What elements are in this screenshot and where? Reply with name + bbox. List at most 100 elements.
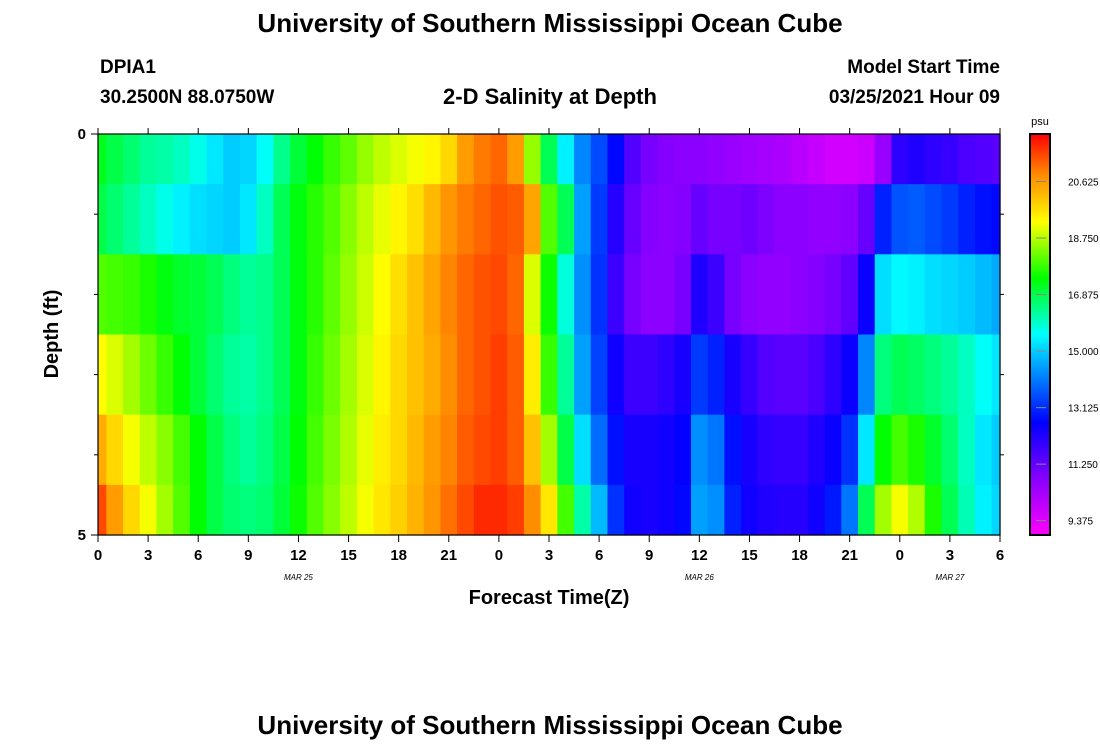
heatmap-cell [373, 484, 391, 536]
heatmap-cell [991, 414, 1001, 486]
heatmap-cell [507, 484, 525, 536]
heatmap-cell [440, 184, 458, 255]
heatmap-cell [757, 484, 776, 536]
heatmap-cell [323, 134, 341, 185]
heatmap-cell [306, 414, 325, 486]
heatmap-cell [807, 184, 826, 255]
x-tick-label: 15 [340, 547, 357, 564]
heatmap-cell [941, 134, 959, 185]
heatmap-cell [490, 334, 508, 416]
heatmap-cell [290, 414, 308, 486]
heatmap-cell [557, 184, 575, 255]
heatmap-cell [540, 254, 558, 336]
heatmap-cell [340, 334, 358, 416]
colorbar-tick-label: 15.000 [1068, 347, 1099, 358]
heatmap-cell [574, 134, 592, 185]
station-id: DPIA1 [100, 57, 156, 78]
heatmap-cell [974, 414, 993, 486]
heatmap-cell [490, 254, 508, 336]
heatmap-cell [807, 334, 826, 416]
heatmap-cell [273, 254, 291, 336]
heatmap-cell [908, 414, 926, 486]
heatmap-cell [707, 334, 725, 416]
heatmap-cell [674, 254, 692, 336]
heatmap-cell [423, 254, 442, 336]
heatmap-cell [256, 254, 274, 336]
heatmap-cell [724, 254, 742, 336]
heatmap-cell [557, 134, 575, 185]
heatmap-cell [373, 414, 391, 486]
heatmap-cell [239, 254, 258, 336]
heatmap-cell [156, 134, 174, 185]
chart-title-top: University of Southern Mississippi Ocean… [257, 8, 843, 38]
heatmap-cell [624, 334, 642, 416]
heatmap-cell [490, 134, 508, 185]
heatmap-cell [791, 334, 809, 416]
heatmap-cell [991, 334, 1001, 416]
heatmap-cell [807, 414, 826, 486]
heatmap-cell [189, 414, 208, 486]
x-axis-label: Forecast Time(Z) [469, 587, 630, 609]
heatmap-cell [507, 414, 525, 486]
heatmap-cell [98, 134, 107, 185]
heatmap-cell [156, 414, 174, 486]
colorbar: psu 20.625 18.750 16.875 15.000 13.125 11.250… [1029, 116, 1099, 536]
heatmap-cell [98, 254, 107, 336]
heatmap-cell [707, 414, 725, 486]
heatmap-cell [874, 484, 893, 536]
heatmap-cell [540, 484, 558, 536]
heatmap-cell [407, 414, 425, 486]
heatmap-cell [640, 484, 659, 536]
heatmap-cell [98, 184, 107, 255]
heatmap-cell [490, 184, 508, 255]
heatmap-cell [941, 484, 959, 536]
heatmap-cell [373, 334, 391, 416]
x-tick-label: 12 [290, 547, 307, 564]
heatmap-cell [757, 254, 776, 336]
heatmap-cell [507, 134, 525, 185]
heatmap-cell [473, 484, 492, 536]
heatmap-cell [239, 184, 258, 255]
heatmap-cell [306, 184, 325, 255]
heatmap-cell [490, 414, 508, 486]
x-tick-label: 0 [495, 547, 503, 564]
heatmap-cell [741, 254, 759, 336]
heatmap-cell [139, 134, 158, 185]
heatmap-cell [290, 484, 308, 536]
colorbar-unit: psu [1031, 116, 1049, 128]
heatmap-cell [791, 484, 809, 536]
heatmap-cell [273, 184, 291, 255]
heatmap-cell [540, 134, 558, 185]
colorbar-tick-label: 11.250 [1068, 460, 1098, 471]
x-tick-label: 18 [791, 547, 808, 564]
heatmap-cell [356, 254, 375, 336]
heatmap-cell [824, 134, 842, 185]
heatmap-cell [507, 254, 525, 336]
heatmap-cell [273, 134, 291, 185]
x-tick-label: 18 [390, 547, 407, 564]
heatmap-cell [423, 184, 442, 255]
x-tick-label: 6 [595, 547, 603, 564]
heatmap-cell [724, 134, 742, 185]
heatmap-cell [908, 484, 926, 536]
heatmap-cell [507, 334, 525, 416]
heatmap-cell [290, 254, 308, 336]
heatmap-cell [974, 134, 993, 185]
heatmap-cell [640, 334, 659, 416]
heatmap-cell [273, 334, 291, 416]
heatmap-cell [958, 134, 976, 185]
heatmap-cell [640, 254, 659, 336]
heatmap-cell [239, 334, 258, 416]
heatmap-cell [590, 334, 609, 416]
heatmap-cell [423, 134, 442, 185]
heatmap-cell [356, 184, 375, 255]
heatmap-cell [340, 484, 358, 536]
heatmap-cell [958, 184, 976, 255]
heatmap-cell [807, 254, 826, 336]
heatmap-cell [457, 414, 475, 486]
heatmap-cell [741, 334, 759, 416]
heatmap-cell [590, 134, 609, 185]
heatmap-cell [941, 334, 959, 416]
heatmap-cell [908, 254, 926, 336]
